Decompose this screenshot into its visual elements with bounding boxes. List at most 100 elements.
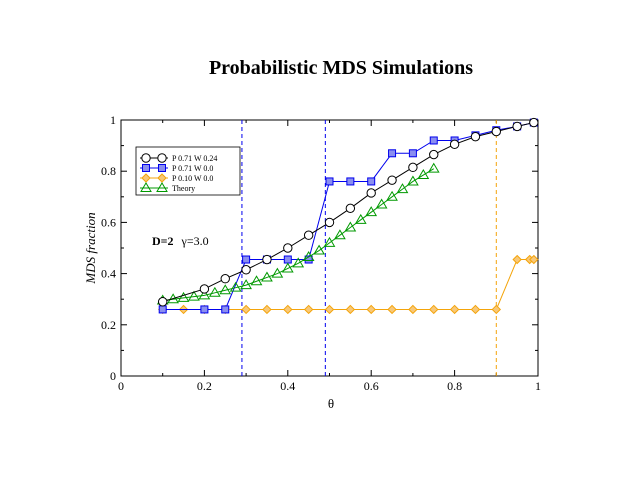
data-point: [262, 304, 272, 315]
data-point: [386, 190, 398, 201]
data-point: [219, 284, 232, 295]
data-point: [325, 177, 334, 186]
gamma-value: =3.0: [187, 234, 209, 248]
data-point: [408, 149, 417, 158]
data-point: [250, 275, 263, 286]
data-point: [512, 254, 522, 265]
data-point: [354, 213, 367, 224]
data-point: [365, 206, 378, 217]
series-line: [162, 259, 534, 310]
data-point: [199, 284, 210, 294]
x-tick-label: 0.8: [447, 379, 462, 393]
x-tick-label: 1: [535, 379, 541, 393]
legend-marker: [141, 153, 151, 163]
data-point: [429, 304, 439, 315]
x-tick-label: 0.2: [197, 379, 212, 393]
x-axis-label: θ: [328, 396, 334, 411]
series-diamond: [157, 254, 539, 315]
data-point: [283, 255, 292, 264]
x-tick-label: 0.4: [280, 379, 295, 393]
legend-marker: [140, 182, 152, 192]
legend-entry: P 0.71 W 0.0: [140, 164, 213, 173]
legend: P 0.71 W 0.24P 0.71 W 0.0P 0.10 W 0.0The…: [135, 146, 241, 196]
data-point: [491, 304, 502, 315]
plot-area: 0 0.2 0.4 0.6 0.8 1 0 0.2 0.4 0.6 0.8 1: [101, 113, 541, 393]
data-point: [208, 286, 221, 297]
y-axis-label: MDS fraction: [83, 212, 98, 284]
data-point: [324, 217, 335, 228]
data-point: [449, 304, 460, 315]
data-point: [303, 230, 314, 240]
legend-label: P 0.10 W 0.0: [172, 174, 213, 183]
data-point: [323, 236, 336, 247]
data-point: [198, 289, 211, 300]
data-point: [366, 188, 376, 198]
data-point: [261, 271, 273, 282]
data-point: [283, 304, 293, 315]
data-point: [375, 198, 388, 209]
data-point: [292, 257, 305, 268]
legend-label: P 0.71 W 0.24: [172, 154, 217, 163]
legend-entry: Theory: [140, 182, 195, 193]
data-point: [345, 203, 356, 214]
data-point: [271, 267, 284, 278]
data-point: [334, 229, 346, 240]
data-point: [344, 221, 357, 232]
data-point: [429, 149, 439, 160]
legend-marker: [157, 173, 167, 183]
data-point: [367, 177, 376, 186]
data-point: [220, 274, 230, 284]
gamma-symbol: γ: [181, 234, 188, 248]
legend-marker: [158, 164, 166, 172]
legend-label: P 0.71 W 0.0: [172, 164, 213, 173]
data-point: [470, 131, 481, 142]
data-point: [407, 175, 419, 186]
data-point: [387, 175, 397, 185]
data-point: [346, 177, 355, 186]
data-point: [470, 304, 481, 315]
data-point: [158, 297, 168, 307]
data-point: [303, 304, 314, 315]
data-point: [229, 281, 242, 292]
data-point: [241, 304, 251, 315]
x-tick-label: 0.6: [364, 379, 379, 393]
data-point: [221, 305, 230, 314]
legend-entry: P 0.71 W 0.24: [140, 153, 217, 163]
data-point: [429, 136, 438, 145]
legend-marker: [142, 164, 150, 172]
data-point: [408, 162, 418, 173]
y-tick-label: 1: [110, 113, 116, 127]
data-point: [324, 304, 335, 315]
data-point: [242, 255, 251, 264]
legend-marker: [141, 173, 151, 183]
data-point: [388, 149, 397, 158]
data-point: [177, 291, 190, 302]
legend-entry: P 0.10 W 0.0: [140, 173, 213, 183]
chart-title: Probabilistic MDS Simulations: [209, 57, 473, 79]
data-point: [512, 121, 522, 132]
y-tick-label: 0: [110, 369, 116, 383]
data-point: [200, 305, 209, 314]
legend-box: [135, 146, 241, 196]
data-point: [427, 162, 440, 173]
data-point: [449, 139, 460, 150]
data-point: [529, 254, 539, 265]
legend-marker: [157, 153, 167, 163]
data-point: [241, 265, 251, 275]
data-point: [158, 305, 167, 314]
data-point: [417, 169, 430, 180]
data-point: [387, 304, 397, 315]
dimension-gamma-annotation: D=2 γ=3.0: [152, 234, 209, 248]
data-point: [396, 183, 409, 194]
x-tick-label: 0: [118, 379, 124, 393]
y-tick-label: 0.4: [101, 267, 116, 281]
data-point: [313, 244, 325, 255]
series-line: [162, 168, 435, 301]
data-point: [491, 126, 501, 137]
data-point: [262, 254, 272, 265]
data-point: [529, 117, 539, 128]
data-point: [366, 304, 376, 315]
dimension-label: D=2: [152, 234, 174, 248]
